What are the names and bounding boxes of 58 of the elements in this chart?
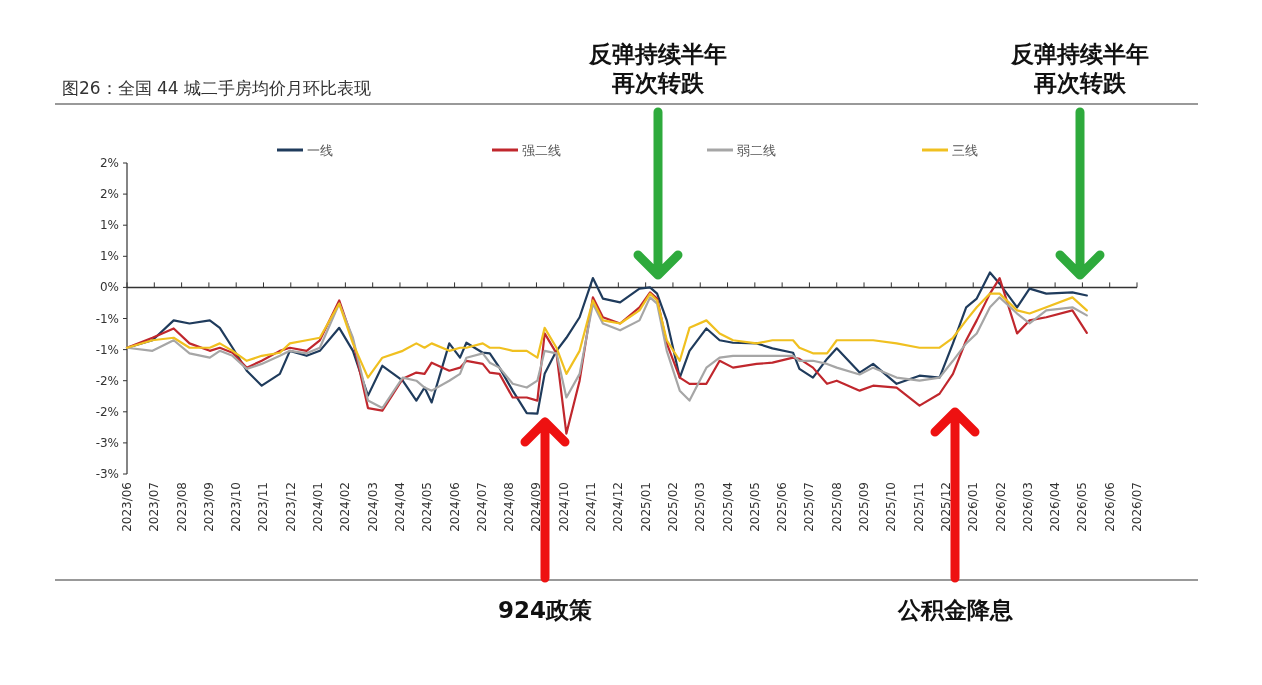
x-tick-label: 2024/07 (474, 482, 489, 532)
x-tick-label: 2024/08 (502, 482, 517, 532)
y-tick-label: 1% (99, 249, 119, 264)
legend-label: 一线 (307, 143, 333, 158)
x-tick-label: 2025/08 (829, 482, 844, 532)
x-tick-label: 2025/09 (857, 482, 872, 532)
x-tick-label: 2024/04 (392, 482, 407, 532)
x-tick-label: 2024/12 (611, 482, 626, 532)
y-tick-label: -2% (95, 373, 119, 388)
x-tick-label: 2025/04 (720, 482, 735, 532)
x-tick-label: 2025/02 (665, 482, 680, 532)
x-tick-label: 2023/12 (283, 482, 298, 532)
y-tick-label: -1% (95, 311, 119, 326)
text: 反弹持续半年再次转跌 (588, 41, 727, 96)
x-tick-label: 2026/04 (1048, 482, 1063, 532)
y-tick-label: -1% (95, 342, 119, 357)
x-tick-label: 2026/07 (1130, 482, 1144, 532)
x-tick-label: 2024/10 (556, 482, 571, 532)
chart-title: 图26：全国 44 城二手房均价月环比表现 (62, 78, 372, 98)
y-tick-label: 1% (99, 218, 119, 233)
text: 反弹持续半年再次转跌 (1010, 41, 1149, 96)
x-tick-label: 2023/08 (174, 482, 189, 532)
x-tick-label: 2025/07 (802, 482, 817, 532)
text: 924政策 (497, 597, 593, 623)
x-tick-label: 2026/06 (1102, 482, 1117, 532)
x-tick-label: 2023/09 (201, 482, 216, 532)
x-tick-label: 2023/07 (147, 482, 162, 532)
legend-label: 三线 (952, 143, 978, 158)
x-tick-label: 2025/11 (911, 482, 926, 532)
legend-label: 弱二线 (737, 143, 776, 158)
legend-label: 强二线 (522, 143, 561, 158)
x-tick-label: 2024/06 (447, 482, 462, 532)
x-tick-label: 2023/10 (229, 482, 244, 532)
y-tick-label: -2% (95, 404, 119, 419)
x-tick-label: 2024/09 (529, 482, 544, 532)
x-tick-label: 2025/03 (693, 482, 708, 532)
x-tick-label: 2025/05 (747, 482, 762, 532)
x-tick-label: 2025/10 (884, 482, 899, 532)
x-tick-label: 2024/05 (420, 482, 435, 532)
x-tick-label: 2026/03 (1020, 482, 1035, 532)
x-tick-label: 2025/01 (638, 482, 653, 532)
x-tick-label: 2024/01 (311, 482, 326, 532)
x-tick-label: 2025/06 (775, 482, 790, 532)
x-tick-label: 2026/01 (966, 482, 981, 532)
y-tick-label: -3% (95, 467, 119, 481)
x-tick-label: 2023/11 (256, 482, 271, 532)
y-tick-label: 2% (99, 187, 119, 202)
y-tick-label: 2% (99, 156, 119, 170)
x-tick-label: 2024/02 (338, 482, 353, 532)
x-tick-label: 2025/12 (938, 482, 953, 532)
x-tick-label: 2024/03 (365, 482, 380, 532)
x-tick-label: 2026/02 (993, 482, 1008, 532)
y-tick-label: -3% (95, 435, 119, 450)
x-tick-label: 2023/06 (120, 482, 134, 532)
x-tick-label: 2026/05 (1075, 482, 1090, 532)
x-tick-label: 2024/11 (584, 482, 599, 532)
text: 公积金降息 (896, 597, 1013, 623)
y-tick-label: 0% (99, 280, 119, 295)
